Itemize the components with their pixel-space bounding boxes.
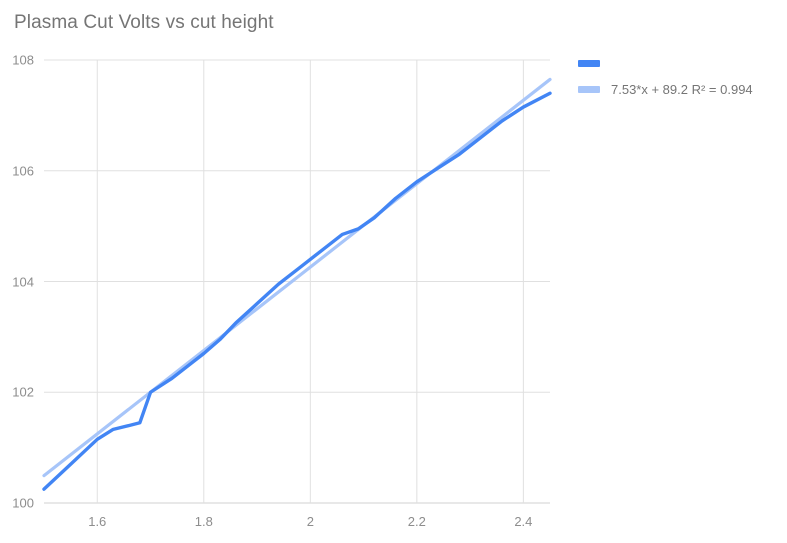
y-axis-tick-label: 108 <box>12 52 34 68</box>
y-axis-tick-label: 102 <box>12 384 34 400</box>
series-line-path[interactable] <box>42 91 552 491</box>
y-axis-tick-label: 106 <box>12 163 34 179</box>
legend-item-series[interactable] <box>578 50 783 76</box>
legend-label-trendline: 7.53*x + 89.2 R² = 0.994 <box>611 81 753 97</box>
trendline-swatch <box>578 85 600 93</box>
trendline-path[interactable] <box>42 77 552 478</box>
x-axis-tick-label: 2 <box>306 514 314 529</box>
series-swatch <box>578 59 600 67</box>
y-axis-tick-label: 104 <box>12 274 34 289</box>
y-axis-tick-label: 100 <box>12 495 34 511</box>
x-axis-tick-label: 2.2 <box>407 514 426 529</box>
data-series-group <box>42 77 552 491</box>
x-axis-tick-label: 1.8 <box>194 514 213 529</box>
chart-title: Plasma Cut Volts vs cut height <box>14 12 274 33</box>
chart-legend: 7.53*x + 89.2 R² = 0.994 <box>578 50 783 102</box>
x-axis-tick-label: 1.6 <box>88 514 107 529</box>
legend-item-trendline[interactable]: 7.53*x + 89.2 R² = 0.994 <box>578 76 783 102</box>
gridlines <box>44 59 550 504</box>
x-axis-tick-label: 2.4 <box>514 514 533 529</box>
